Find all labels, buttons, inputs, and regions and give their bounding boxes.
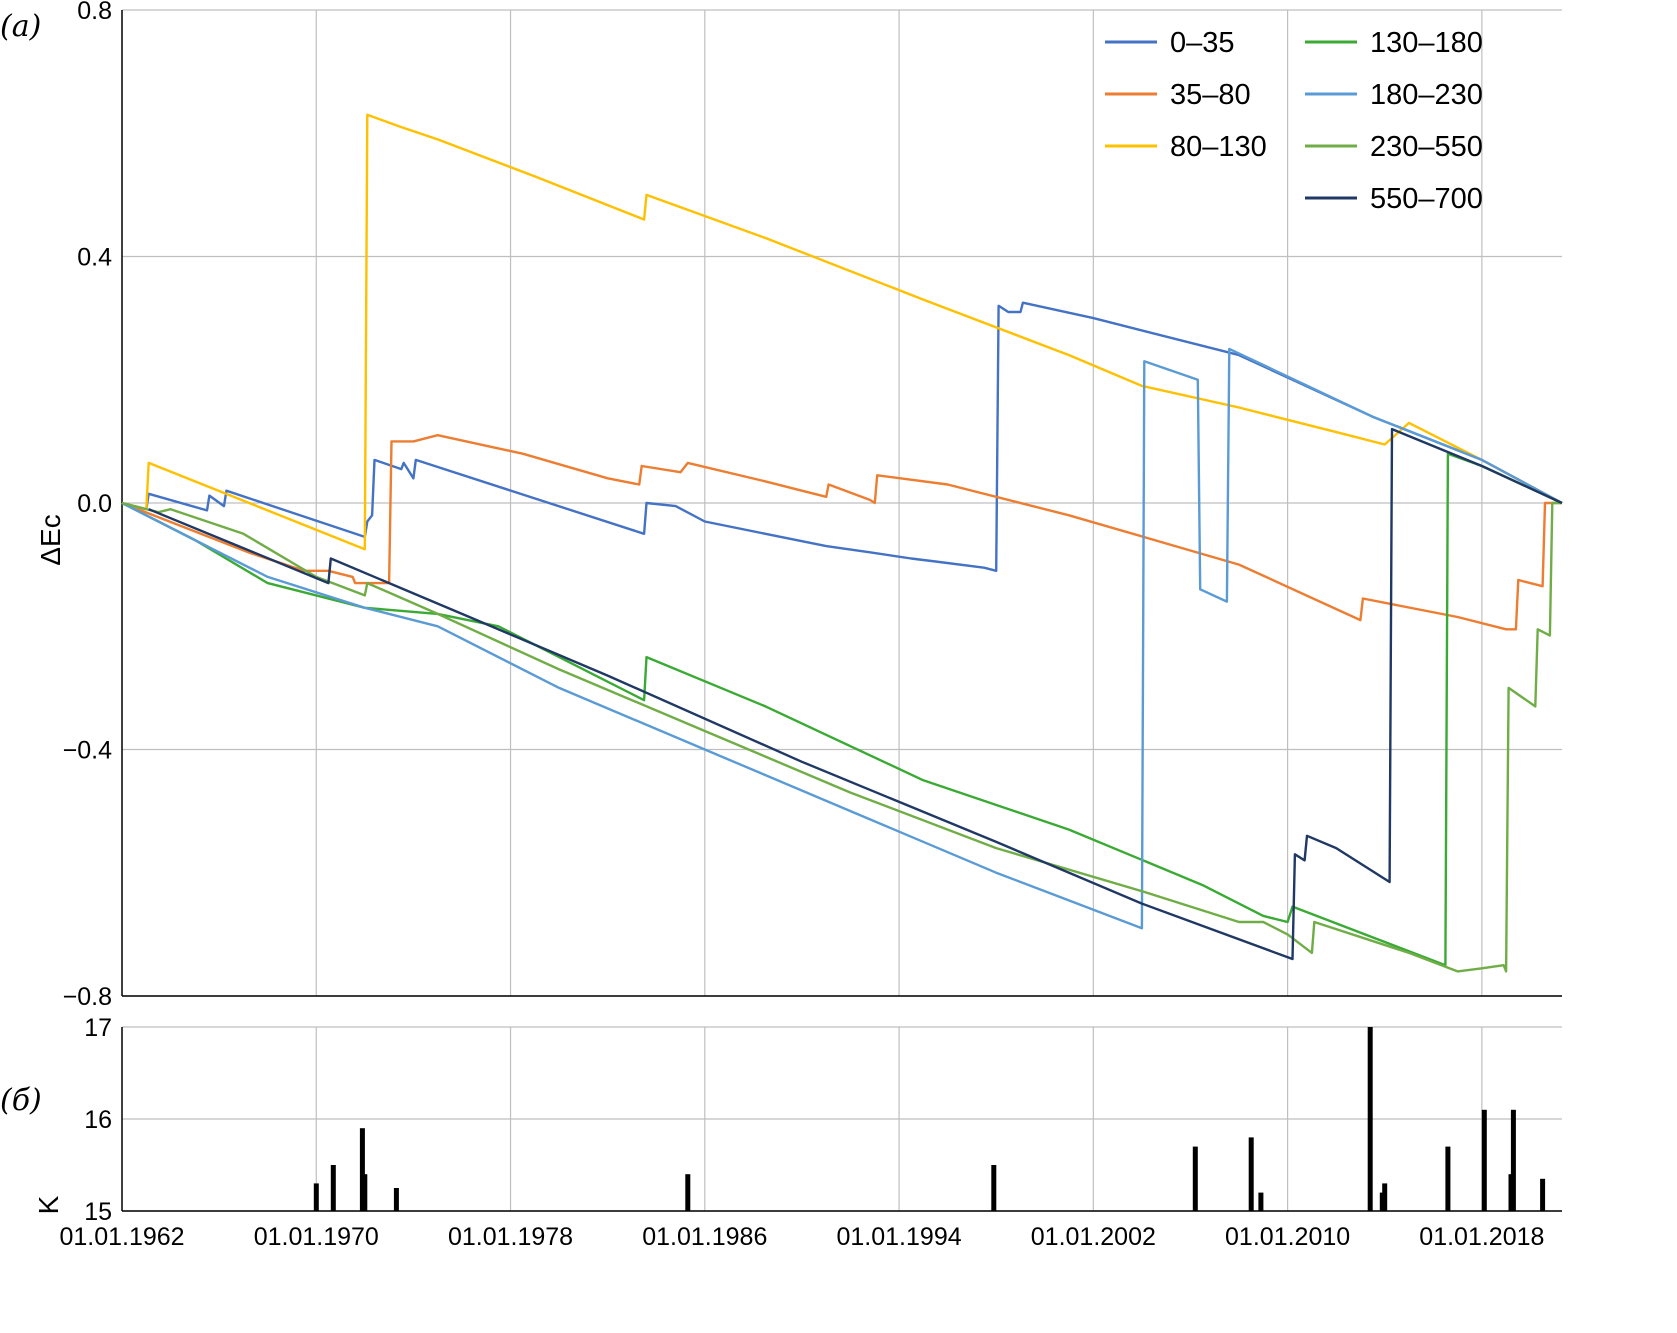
event-bar — [685, 1174, 691, 1211]
series-line-180–230 — [121, 347, 1563, 930]
panel-b-x-ticks: 01.01.1962 01.01.1970 01.01.1978 01.01.1986… — [59, 1223, 1544, 1251]
panel-a-y-ticks: 0.8 0.4 0.0 −0.4 −0.8 — [63, 0, 112, 1011]
series-line-0–35 — [121, 301, 1563, 572]
event-bar — [1382, 1183, 1388, 1211]
panel-a-label: (а) — [0, 9, 41, 44]
event-bar — [1248, 1137, 1254, 1211]
series-line-550–700 — [148, 427, 1563, 961]
x-tick-label: 01.01.1978 — [448, 1223, 573, 1251]
x-tick-label: 01.01.2002 — [1031, 1223, 1156, 1251]
event-bar — [1510, 1109, 1516, 1211]
series-line-230–550 — [121, 501, 1562, 973]
panel-b-y-tick-label: 17 — [84, 1014, 112, 1042]
series-line-130–180 — [121, 452, 1563, 967]
event-bar — [362, 1174, 368, 1211]
legend-label: 0–35 — [1170, 27, 1235, 59]
x-tick-label: 01.01.2010 — [1225, 1223, 1350, 1251]
x-tick-label: 01.01.1962 — [59, 1223, 184, 1251]
event-bar — [359, 1128, 365, 1211]
legend-label: 130–180 — [1370, 27, 1483, 59]
legend-label: 180–230 — [1370, 79, 1483, 111]
event-bar — [313, 1183, 319, 1211]
panel-b-grid — [121, 1026, 1562, 1212]
panel-b-y-axis-title: K — [33, 1195, 64, 1214]
legend-label: 230–550 — [1370, 131, 1483, 163]
panel-a-series — [121, 113, 1563, 973]
x-tick-label: 01.01.1986 — [642, 1223, 767, 1251]
x-tick-label: 01.01.1994 — [837, 1223, 962, 1251]
panel-a-y-axis-title: ΔEc — [35, 514, 66, 565]
panel-a-y-tick-label: −0.4 — [63, 737, 112, 765]
panel-b-y-tick-label: 16 — [84, 1106, 112, 1134]
legend-label: 80–130 — [1170, 131, 1267, 163]
panel-a-y-tick-label: 0.4 — [77, 244, 112, 272]
panel-a-y-tick-label: −0.8 — [63, 983, 112, 1011]
x-tick-label: 01.01.1970 — [254, 1223, 379, 1251]
event-bar — [1540, 1178, 1546, 1211]
event-bar — [330, 1165, 336, 1211]
legend: 0–35 35–80 80–130 130–180 180–230 230–550 550–… — [1105, 27, 1483, 215]
panel-a-y-tick-label: 0.0 — [77, 490, 112, 518]
event-bar — [1192, 1146, 1198, 1211]
panel-a-grid — [121, 9, 1562, 997]
panel-b-y-tick-label: 15 — [84, 1198, 112, 1226]
series-line-80–130 — [121, 113, 1563, 551]
event-bar — [1258, 1192, 1264, 1211]
event-bar — [393, 1188, 399, 1211]
panel-b-label: (б) — [0, 1083, 42, 1118]
panel-b-bars — [313, 1027, 1546, 1211]
panel-a-y-tick-label: 0.8 — [77, 0, 112, 25]
event-bar — [1367, 1027, 1373, 1211]
event-bar — [1445, 1146, 1451, 1211]
series-line-35–80 — [121, 434, 1562, 631]
panel-a: (а) 0.8 0.4 0.0 −0.4 −0.8 ΔEc 0–35 35–80 80–13… — [0, 0, 1563, 1011]
legend-label: 35–80 — [1170, 79, 1251, 111]
event-bar — [1481, 1109, 1487, 1211]
panel-b-y-ticks: 17 16 15 — [84, 1014, 112, 1226]
x-tick-label: 01.01.2018 — [1419, 1223, 1544, 1251]
event-bar — [991, 1165, 997, 1211]
legend-label: 550–700 — [1370, 183, 1483, 215]
